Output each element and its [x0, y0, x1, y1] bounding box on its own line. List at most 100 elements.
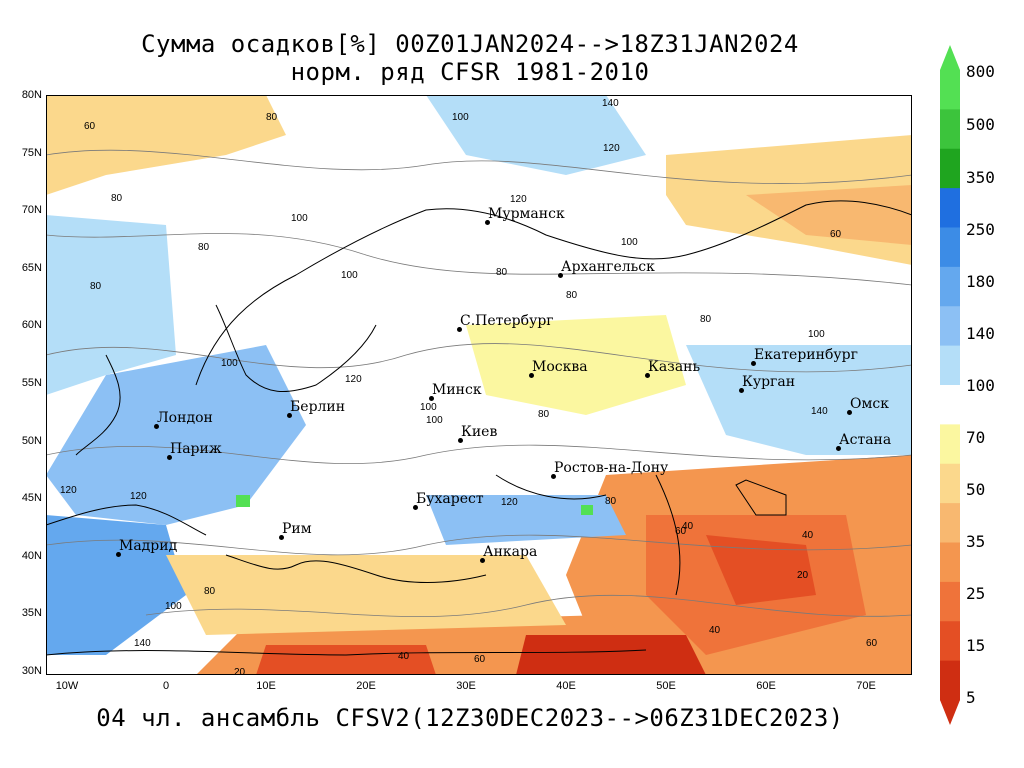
colorbar-bottom-cap	[940, 700, 960, 725]
city-label: Екатеринбург	[754, 347, 858, 363]
contour-value-label: 100	[621, 237, 638, 248]
city-marker	[116, 552, 121, 557]
contour-value-label: 100	[420, 402, 437, 413]
latitude-label: 75N	[21, 146, 42, 159]
map-border	[46, 95, 912, 675]
colorbar-label: 25	[966, 584, 986, 603]
contour-value-label: 120	[501, 497, 518, 508]
contour-value-label: 120	[345, 374, 362, 385]
contour-value-label: 120	[510, 194, 527, 205]
precip-area-siberia-lower	[746, 185, 912, 245]
latitude-label: 35N	[21, 607, 42, 620]
colorbar-label: 50	[966, 480, 986, 499]
contour-value-label: 80	[111, 193, 123, 204]
contour-value-label: 40	[682, 521, 694, 532]
colorbar-label: 70	[966, 428, 986, 447]
precip-area-north-atlantic	[46, 215, 176, 395]
colorbar-segment	[940, 148, 960, 189]
contour-value-label: 120	[60, 485, 77, 496]
contour-lines	[46, 149, 912, 618]
longitude-label: 70E	[856, 680, 876, 692]
precip-area-black-sea-high	[426, 495, 626, 545]
contour-value-label: 100	[165, 601, 182, 612]
city-marker	[458, 438, 463, 443]
city-label: Мурманск	[488, 206, 565, 222]
colorbar-segment	[940, 109, 960, 150]
contour-value-label: 80	[700, 314, 712, 325]
contour-value-label: 80	[566, 290, 578, 301]
map-title: Сумма осадков[%] 00Z01JAN2024-->18Z31JAN…	[141, 30, 799, 58]
coastlines-and-borders	[46, 200, 912, 656]
ensemble-caption: 04 чл. ансамбль CFSV2(12Z30DEC2023-->06Z…	[96, 704, 844, 732]
city-marker	[739, 388, 744, 393]
latitude-label: 30N	[21, 665, 42, 677]
contour-value-label: 100	[291, 213, 308, 224]
latitude-label: 40N	[21, 549, 42, 562]
precip-area-arabia-driest	[516, 635, 706, 675]
colorbar-segment	[940, 385, 960, 425]
colorbar-segment	[940, 660, 960, 701]
latitude-label: 45N	[21, 492, 42, 505]
precip-area-caucasus-peak	[581, 505, 593, 515]
map-subtitle-norm: норм. ряд CFSR 1981-2010	[290, 58, 650, 86]
city-label: Рим	[282, 521, 312, 537]
contour-value-label: 120	[603, 143, 620, 154]
contour-value-label: 80	[266, 112, 278, 123]
latitude-label: 65N	[21, 261, 42, 274]
latitude-label: 55N	[21, 377, 42, 389]
colorbar-label: 100	[966, 376, 995, 395]
contour-value-label: 80	[496, 267, 508, 278]
contour-value-label: 80	[605, 496, 617, 507]
colorbar	[940, 45, 960, 725]
colorbar-segment	[940, 345, 960, 386]
longitude-label: 20E	[356, 680, 376, 692]
city-label: Киев	[461, 424, 498, 440]
city-label: Анкара	[483, 544, 538, 560]
contour-value-label: 20	[797, 570, 809, 581]
city-marker	[413, 505, 418, 510]
contour-value-label: 100	[452, 112, 469, 123]
colorbar-label: 350	[966, 168, 995, 187]
contour-value-label: 140	[811, 406, 828, 417]
city-marker	[480, 558, 485, 563]
colorbar-segment	[940, 227, 960, 268]
contour-value-label: 80	[90, 281, 102, 292]
city-marker	[529, 373, 534, 378]
contour-value-label: 60	[84, 121, 96, 132]
contour-value-label: 100	[808, 329, 825, 340]
city-marker	[154, 424, 159, 429]
contour-value-label: 40	[709, 625, 721, 636]
city-marker	[429, 396, 434, 401]
contour-value-label: 80	[204, 586, 216, 597]
city-marker	[485, 220, 490, 225]
city-label: Лондон	[157, 410, 213, 426]
latitude-label: 60N	[21, 319, 42, 332]
colorbar-label: 800	[966, 62, 995, 81]
colorbar-segment	[940, 70, 960, 110]
precip-area-russia-low	[466, 315, 686, 415]
precip-area-kazakh-high	[686, 345, 912, 455]
colorbar-label: 15	[966, 636, 986, 655]
longitude-label: 30E	[456, 680, 476, 692]
city-marker	[551, 474, 556, 479]
precip-area-europe-high	[46, 345, 306, 525]
latitude-label: 80N	[21, 89, 42, 101]
colorbar-segment	[940, 424, 960, 465]
city-label: Бухарест	[416, 491, 484, 507]
city-label: С.Петербург	[460, 313, 554, 329]
map-canvas	[46, 95, 912, 675]
city-label: Курган	[742, 374, 796, 390]
colorbar-label: 35	[966, 532, 986, 551]
colorbar-segment	[940, 306, 960, 347]
contour-value-label: 80	[538, 409, 550, 420]
city-marker	[279, 535, 284, 540]
city-marker	[287, 413, 292, 418]
city-marker	[847, 410, 852, 415]
longitude-label: 40E	[556, 680, 576, 692]
colorbar-label: 500	[966, 115, 995, 134]
precip-area-alps-peak	[236, 495, 250, 507]
contour-value-label: 100	[426, 415, 443, 426]
city-marker	[457, 327, 462, 332]
precip-area-north-sea-low	[46, 95, 286, 195]
colorbar-label: 5	[966, 688, 976, 707]
